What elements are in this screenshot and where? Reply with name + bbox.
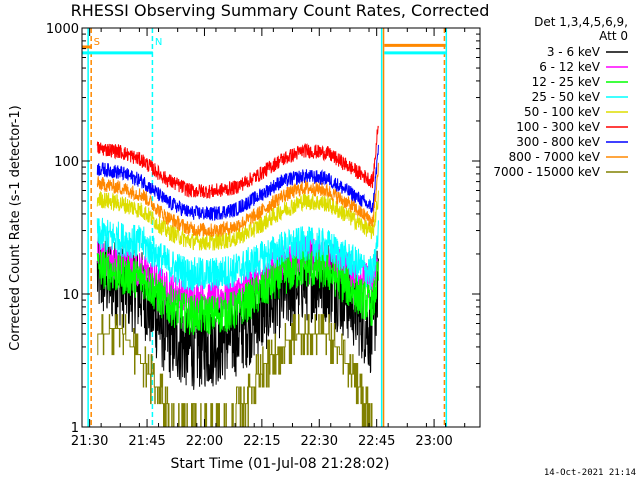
legend-label: 6 - 12 keV bbox=[539, 60, 601, 74]
series-line-8 bbox=[96, 162, 379, 238]
x-tick-label: 22:00 bbox=[186, 434, 223, 449]
annotation-label: N bbox=[155, 37, 162, 48]
plot-frame bbox=[81, 27, 481, 428]
chart-title: RHESSI Observing Summary Count Rates, Co… bbox=[71, 1, 490, 20]
legend-header: Det 1,3,4,5,6,9, bbox=[534, 15, 628, 29]
y-tick-label: 1000 bbox=[46, 22, 79, 37]
y-tick-label: 10 bbox=[62, 288, 79, 303]
x-tick-label: 23:00 bbox=[415, 434, 452, 449]
x-tick-label: 22:15 bbox=[243, 434, 280, 449]
legend-label: 3 - 6 keV bbox=[547, 45, 601, 59]
series-line-4 bbox=[96, 217, 379, 292]
annotation-label: S bbox=[94, 37, 100, 48]
x-axis-label: Start Time (01-Jul-08 21:28:02) bbox=[170, 456, 389, 472]
series-line-3 bbox=[96, 249, 379, 336]
series-line-7 bbox=[96, 144, 379, 221]
x-tick-label: 21:30 bbox=[71, 434, 108, 449]
legend-header: Att 0 bbox=[599, 29, 628, 43]
x-tick-label: 21:45 bbox=[128, 434, 165, 449]
y-tick-label: 1 bbox=[71, 421, 79, 436]
legend-label: 7000 - 15000 keV bbox=[493, 165, 600, 179]
series-line-5 bbox=[96, 190, 379, 251]
axes: 1 10 100 1000 21:30 21:45 22:00 22:15 22:30 22:45… bbox=[46, 22, 481, 449]
series-line-6 bbox=[96, 125, 379, 199]
legend-label: 100 - 300 keV bbox=[516, 120, 600, 134]
x-tick-label: 22:30 bbox=[301, 434, 338, 449]
y-tick-label: 100 bbox=[54, 155, 79, 170]
y-axis-label-text: Corrected Count Rate (s-1 detector-1) bbox=[8, 105, 23, 351]
legend-label: 25 - 50 keV bbox=[532, 90, 601, 104]
footer-date: 14-Oct-2021 21:14 bbox=[544, 468, 636, 478]
y-axis-label: Corrected Count Rate (s-1 detector-1) bbox=[8, 98, 23, 358]
series-line-9 bbox=[97, 314, 374, 427]
legend-label: 12 - 25 keV bbox=[532, 75, 601, 89]
legend-label: 800 - 7000 keV bbox=[509, 150, 601, 164]
legend-label: 300 - 800 keV bbox=[516, 135, 600, 149]
legend-label: 50 - 100 keV bbox=[524, 105, 601, 119]
x-tick-label: 22:45 bbox=[358, 434, 395, 449]
